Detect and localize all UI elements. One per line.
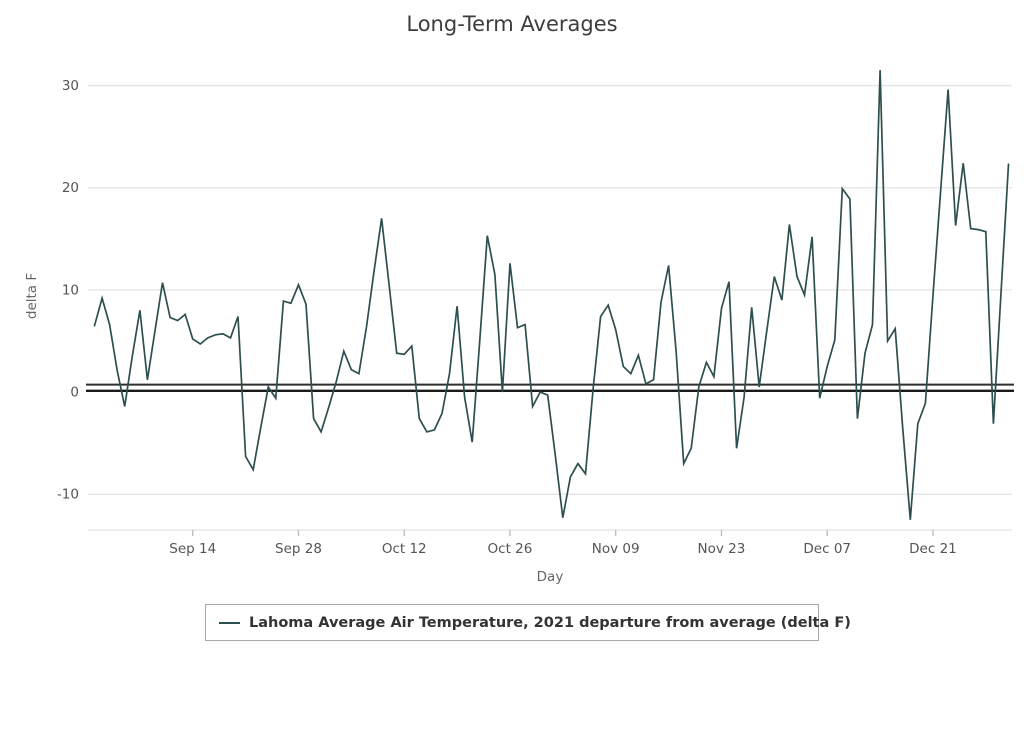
x-axis-title: Day — [537, 569, 564, 585]
y-tick-label: 30 — [62, 78, 79, 94]
x-tick-label: Sep 28 — [275, 541, 322, 557]
x-tick-label: Nov 23 — [698, 541, 746, 557]
x-tick-label: Nov 09 — [592, 541, 640, 557]
y-axis-title: delta F — [24, 273, 40, 319]
legend-label: Lahoma Average Air Temperature, 2021 dep… — [249, 614, 851, 631]
x-tick-label: Dec 21 — [909, 541, 957, 557]
legend-line-swatch — [219, 621, 240, 624]
x-tick-label: Oct 26 — [488, 541, 533, 557]
gridlines — [88, 84, 1012, 531]
legend: Lahoma Average Air Temperature, 2021 dep… — [205, 604, 851, 641]
y-tick-label: 20 — [62, 180, 79, 196]
x-axis-tick-labels: Sep 14 Sep 28 Oct 12 Oct 26 Nov 09 Nov 23 Dec … — [169, 541, 956, 557]
x-tick-label: Dec 07 — [803, 541, 851, 557]
x-axis-ticks — [192, 530, 934, 536]
y-tick-label: -10 — [57, 487, 79, 503]
chart-title: Long-Term Averages — [406, 12, 617, 36]
zero-reference-line — [86, 383, 1014, 393]
x-tick-label: Sep 14 — [169, 541, 216, 557]
temperature-departure-line — [93, 70, 1010, 520]
x-tick-label: Oct 12 — [382, 541, 427, 557]
y-tick-label: 10 — [62, 282, 79, 298]
y-axis-tick-labels: 30 20 10 0 -10 — [57, 78, 79, 503]
y-tick-label: 0 — [70, 385, 79, 401]
